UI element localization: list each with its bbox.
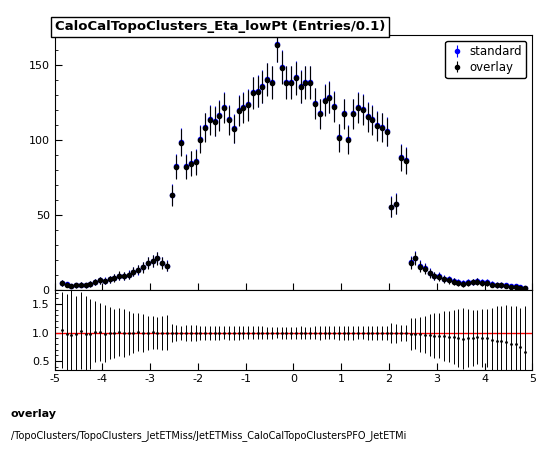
- Legend: standard, overlay: standard, overlay: [446, 41, 526, 79]
- Text: CaloCalTopoClusters_Eta_lowPt (Entries/0.1): CaloCalTopoClusters_Eta_lowPt (Entries/0…: [55, 20, 385, 33]
- Text: /TopoClusters/TopoClusters_JetETMiss/JetETMiss_CaloCalTopoClustersPFO_JetETMi: /TopoClusters/TopoClusters_JetETMiss/Jet…: [11, 430, 406, 441]
- Text: overlay: overlay: [11, 409, 57, 419]
